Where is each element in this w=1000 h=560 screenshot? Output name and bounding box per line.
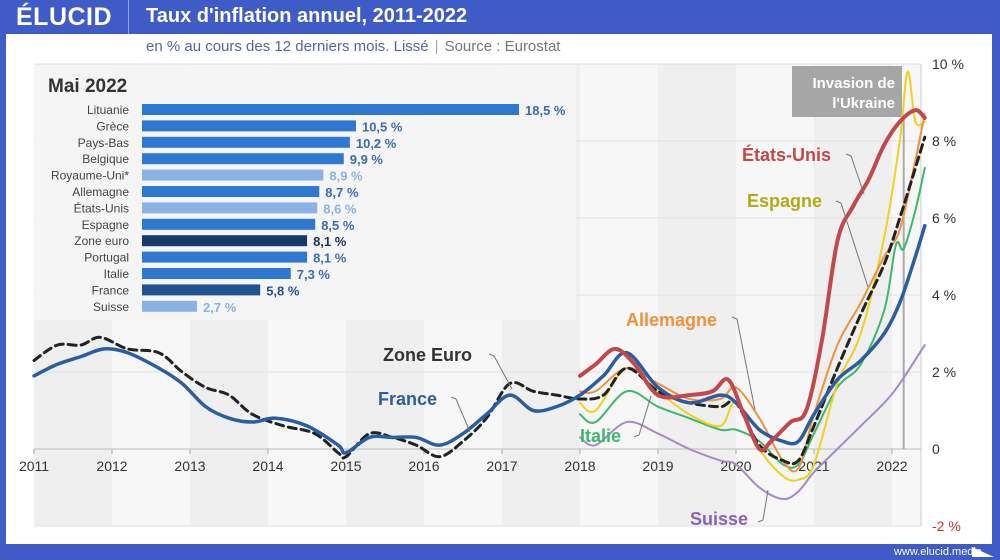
bar-value-label: 10,5 % <box>362 119 403 134</box>
invasion-label-line1: Invasion de <box>812 75 895 92</box>
bar-category-label: Espagne <box>82 218 130 232</box>
footer-flag-icon <box>972 547 994 557</box>
series-line-espagne <box>579 70 926 482</box>
x-tick-label: 2020 <box>720 458 751 474</box>
bar <box>142 136 350 148</box>
header-divider <box>128 0 129 34</box>
bar-value-label: 8,6 % <box>323 201 357 216</box>
x-tick-label: 2022 <box>876 458 907 474</box>
chart-subtitle: en % au cours des 12 derniers mois. Liss… <box>146 38 560 55</box>
y-tick-label: -2 % <box>932 518 961 534</box>
leader-line <box>731 316 756 411</box>
series-label: États-Unis <box>742 144 831 165</box>
series-label: Espagne <box>747 191 822 211</box>
bar-value-label: 10,2 % <box>356 136 397 151</box>
bar-category-label: Portugal <box>84 251 129 265</box>
bar-category-label: Royaume-Uni* <box>51 169 129 183</box>
bar-value-label: 5,8 % <box>266 283 300 298</box>
series-labels: Zone Euro France Allemagne Italie États-Unis… <box>378 144 869 529</box>
bar-category-label: Allemagne <box>72 185 129 199</box>
bar-value-label: 8,5 % <box>321 218 355 233</box>
footer-url[interactable]: www.elucid.media <box>893 546 982 558</box>
x-tick-label: 2011 <box>19 458 49 474</box>
bar <box>142 268 291 279</box>
bar-value-label: 8,1 % <box>313 251 347 266</box>
bar <box>142 169 324 181</box>
brand-logo[interactable]: ÉLUCID <box>16 3 113 31</box>
invasion-box <box>792 66 902 117</box>
x-tick-label: 2019 <box>642 458 673 474</box>
series-line-italie <box>579 166 926 469</box>
bar <box>142 284 261 296</box>
x-tick-label: 2013 <box>174 458 205 474</box>
axes: 2011 2012 2013 2014 2015 2016 2017 2018 2019 2020… <box>19 449 908 474</box>
series-label: Suisse <box>690 509 748 529</box>
x-tick-label: 2017 <box>486 458 517 474</box>
leader-line <box>835 200 869 288</box>
series-line--tats-unis <box>578 108 927 453</box>
x-tick-label: 2015 <box>330 458 361 474</box>
leader-line <box>633 395 652 438</box>
leader-line <box>488 353 513 390</box>
bar <box>142 153 344 165</box>
invasion-label-line2: l'Ukraine <box>832 95 895 112</box>
leader-line <box>757 489 769 523</box>
bar-category-label: Lituanie <box>87 103 129 117</box>
inset-bar-chart: Mai 2022 Lituanie 18,5 % Grèce 10,5 % Pays-Ba… <box>34 65 576 320</box>
leader-line <box>450 396 471 433</box>
bar-value-label: 8,1 % <box>313 234 347 249</box>
subtitle-separator: | <box>434 38 439 55</box>
series-label: Allemagne <box>626 310 717 330</box>
bar-category-label: France <box>92 283 130 297</box>
x-tick-label: 2016 <box>408 458 439 474</box>
header-bar: ÉLUCID Taux d'inflation annuel, 2011-202… <box>0 0 1000 34</box>
bar-category-label: Suisse <box>93 300 129 314</box>
bar-value-label: 18,5 % <box>525 103 566 118</box>
bar-category-label: Italie <box>104 267 130 281</box>
y-tick-label: 8 % <box>932 133 956 149</box>
bar-value-label: 2,7 % <box>203 300 237 315</box>
bar-category-label: Zone euro <box>74 234 129 248</box>
bar <box>142 202 318 214</box>
x-tick-label: 2012 <box>96 458 127 474</box>
source-text: Source : Eurostat <box>444 38 561 55</box>
y-tick-label: 2 % <box>932 364 956 380</box>
bar-value-label: 9,9 % <box>350 152 384 167</box>
bar <box>142 300 198 312</box>
series-lines <box>32 70 927 501</box>
bar <box>142 186 320 197</box>
bar-value-label: 8,9 % <box>329 169 363 184</box>
bar-value-label: 8,7 % <box>325 185 359 200</box>
y-tick-label: 6 % <box>932 210 956 226</box>
bar-category-label: Pays-Bas <box>78 136 129 150</box>
series-line-zone-euro <box>32 135 927 466</box>
bar <box>142 235 308 247</box>
x-tick-label: 2014 <box>252 458 283 474</box>
bar-category-label: États-Unis <box>74 200 129 215</box>
leader-line <box>845 153 865 195</box>
inset-title: Mai 2022 <box>48 76 127 97</box>
x-tick-label: 2018 <box>564 458 595 474</box>
y-tick-label: 10 % <box>932 56 964 72</box>
series-label: Italie <box>580 426 621 446</box>
y-tick-label: 4 % <box>932 287 956 303</box>
bar-value-label: 7,3 % <box>297 267 331 282</box>
bar <box>142 120 356 132</box>
ukraine-annotation: Invasion de l'Ukraine <box>792 66 905 449</box>
bar-category-label: Belgique <box>82 152 129 166</box>
series-label: Zone Euro <box>383 345 472 365</box>
series-label: France <box>378 389 437 409</box>
bar-category-label: Grèce <box>96 119 129 133</box>
bar <box>142 104 519 115</box>
series-line-france <box>32 223 927 455</box>
chart-title: Taux d'inflation annuel, 2011-2022 <box>146 5 468 27</box>
bar <box>142 218 316 230</box>
subtitle-text: en % au cours des 12 derniers mois. Liss… <box>146 38 429 55</box>
bar <box>142 251 308 263</box>
y-tick-label: 0 <box>932 441 940 457</box>
